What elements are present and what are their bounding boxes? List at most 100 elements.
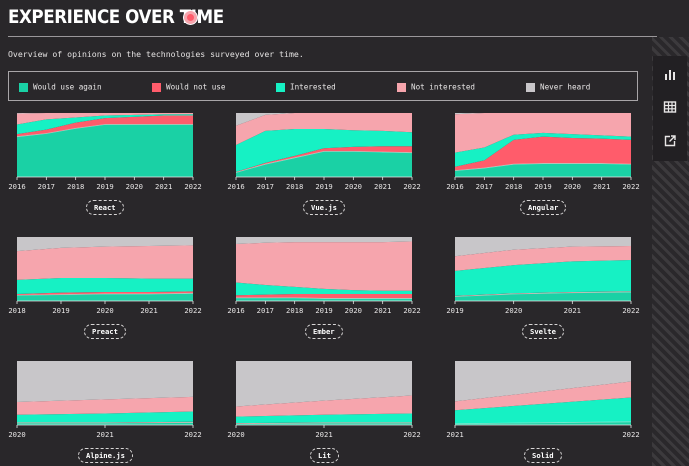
x-tick-label: 2020 bbox=[345, 306, 362, 315]
x-tick-label: 2021 bbox=[446, 430, 463, 439]
legend-swatch bbox=[526, 82, 535, 92]
area-chart-svelte: 2019 2020 2021 2022 bbox=[446, 237, 640, 315]
x-tick-label: 2022 bbox=[403, 182, 420, 191]
band-boundary-line bbox=[16, 124, 193, 138]
tech-label-ember[interactable]: Ember bbox=[305, 324, 343, 339]
x-tick-label: 2016 bbox=[227, 306, 244, 315]
x-tick-label: 2019 bbox=[96, 182, 113, 191]
tech-label-preact[interactable]: Preact bbox=[84, 324, 126, 339]
area-not-interested bbox=[17, 396, 193, 415]
tech-label-lit[interactable]: Lit bbox=[310, 448, 339, 463]
area-interested bbox=[17, 411, 193, 423]
x-tick-label: 2021 bbox=[140, 306, 157, 315]
x-tick-label: 2021 bbox=[374, 306, 391, 315]
small-multiples-grid: 2016 2017 2018 2019 2020 2021 2022 React 2016 201… bbox=[8, 113, 640, 463]
area-chart-lit: 2020 2021 2022 bbox=[227, 361, 421, 439]
tech-label-react[interactable]: React bbox=[86, 200, 124, 215]
area-never-heard bbox=[236, 361, 412, 407]
band-boundary-line bbox=[454, 421, 632, 425]
band-boundary-line bbox=[236, 297, 412, 299]
x-tick-label: 2020 bbox=[505, 306, 522, 315]
x-tick-label: 2021 bbox=[593, 182, 610, 191]
x-tick-label: 2021 bbox=[315, 430, 332, 439]
chart-legend: Would use again Would not use Interested… bbox=[8, 71, 638, 101]
area-would-use-again bbox=[17, 293, 193, 301]
area-would-not-use bbox=[236, 146, 412, 173]
band-boundary-line bbox=[454, 163, 632, 171]
x-tick-label: 2022 bbox=[184, 306, 201, 315]
tech-label-svelte[interactable]: Svelte bbox=[522, 324, 564, 339]
x-tick-label: 2018 bbox=[67, 182, 84, 191]
area-chart-angular: 2016 2017 2018 2019 2020 2021 2022 bbox=[446, 113, 640, 191]
band-boundary-line bbox=[17, 422, 194, 424]
legend-item-interested[interactable]: Interested bbox=[276, 82, 336, 92]
x-tick-label: 2019 bbox=[534, 182, 551, 191]
area-interested bbox=[455, 260, 631, 296]
x-tick-label: 2022 bbox=[403, 306, 420, 315]
area-interested bbox=[455, 397, 631, 424]
x-tick-label: 2019 bbox=[315, 182, 332, 191]
tech-label-solid[interactable]: Solid bbox=[524, 448, 562, 463]
area-never-heard bbox=[17, 237, 193, 252]
x-tick-label: 2022 bbox=[622, 306, 639, 315]
x-tick-label: 2020 bbox=[227, 430, 244, 439]
tech-label-alpine-js[interactable]: Alpine.js bbox=[78, 448, 133, 463]
x-tick-label: 2020 bbox=[8, 430, 25, 439]
legend-swatch bbox=[152, 82, 161, 92]
area-chart-alpine-js: 2020 2021 2022 bbox=[8, 361, 202, 439]
tech-label-angular[interactable]: Angular bbox=[520, 200, 567, 215]
x-tick-label: 2021 bbox=[96, 430, 113, 439]
legend-item-would-not-use[interactable]: Would not use bbox=[152, 82, 225, 92]
area-would-use-again bbox=[455, 292, 631, 301]
area-chart-solid: 2021 2022 bbox=[446, 361, 640, 439]
x-tick-label: 2021 bbox=[564, 306, 581, 315]
x-tick-label: 2019 bbox=[52, 306, 69, 315]
chart-view-icon[interactable] bbox=[663, 67, 677, 81]
band-boundary-line bbox=[235, 151, 413, 173]
x-tick-label: 2016 bbox=[227, 182, 244, 191]
area-interested bbox=[17, 277, 193, 294]
x-tick-label: 2017 bbox=[257, 182, 274, 191]
legend-item-would-use-again[interactable]: Would use again bbox=[19, 82, 102, 92]
legend-swatch bbox=[397, 82, 406, 92]
area-would-not-use bbox=[236, 293, 412, 299]
area-would-not-use bbox=[17, 115, 193, 137]
x-tick-label: 2017 bbox=[38, 182, 55, 191]
area-never-heard bbox=[455, 113, 631, 115]
area-not-interested bbox=[236, 241, 412, 291]
area-interested bbox=[236, 282, 412, 296]
area-never-heard bbox=[236, 237, 412, 245]
x-tick-label: 2020 bbox=[126, 182, 143, 191]
legend-item-not-interested[interactable]: Not interested bbox=[397, 82, 475, 92]
area-never-heard bbox=[455, 237, 631, 257]
x-tick-label: 2022 bbox=[622, 182, 639, 191]
tech-label-vue-js[interactable]: Vue.js bbox=[303, 200, 345, 215]
x-tick-label: 2018 bbox=[8, 306, 25, 315]
x-tick-label: 2020 bbox=[564, 182, 581, 191]
x-tick-label: 2017 bbox=[257, 306, 274, 315]
x-tick-label: 2018 bbox=[286, 306, 303, 315]
area-never-heard bbox=[236, 113, 412, 126]
legend-swatch bbox=[19, 82, 28, 92]
area-chart-react: 2016 2017 2018 2019 2020 2021 2022 bbox=[8, 113, 202, 191]
table-view-icon[interactable] bbox=[663, 100, 677, 114]
x-tick-label: 2018 bbox=[286, 182, 303, 191]
area-never-heard bbox=[455, 361, 631, 402]
x-tick-label: 2019 bbox=[446, 306, 463, 315]
area-not-interested bbox=[455, 113, 631, 153]
area-chart-vue-js: 2016 2017 2018 2019 2020 2021 2022 bbox=[227, 113, 421, 191]
area-would-not-use bbox=[455, 136, 631, 171]
x-tick-label: 2021 bbox=[155, 182, 172, 191]
area-not-interested bbox=[455, 381, 631, 411]
x-tick-label: 2020 bbox=[96, 306, 113, 315]
area-interested bbox=[236, 413, 412, 424]
legend-item-never-heard[interactable]: Never heard bbox=[526, 82, 590, 92]
area-not-interested bbox=[17, 245, 193, 280]
area-interested bbox=[17, 114, 193, 135]
x-tick-label: 2022 bbox=[184, 430, 201, 439]
area-would-use-again bbox=[236, 151, 412, 177]
area-not-interested bbox=[17, 113, 193, 125]
page-subtitle: Overview of opinions on the technologies… bbox=[8, 49, 304, 59]
area-not-interested bbox=[236, 395, 412, 417]
share-icon[interactable] bbox=[663, 134, 677, 148]
